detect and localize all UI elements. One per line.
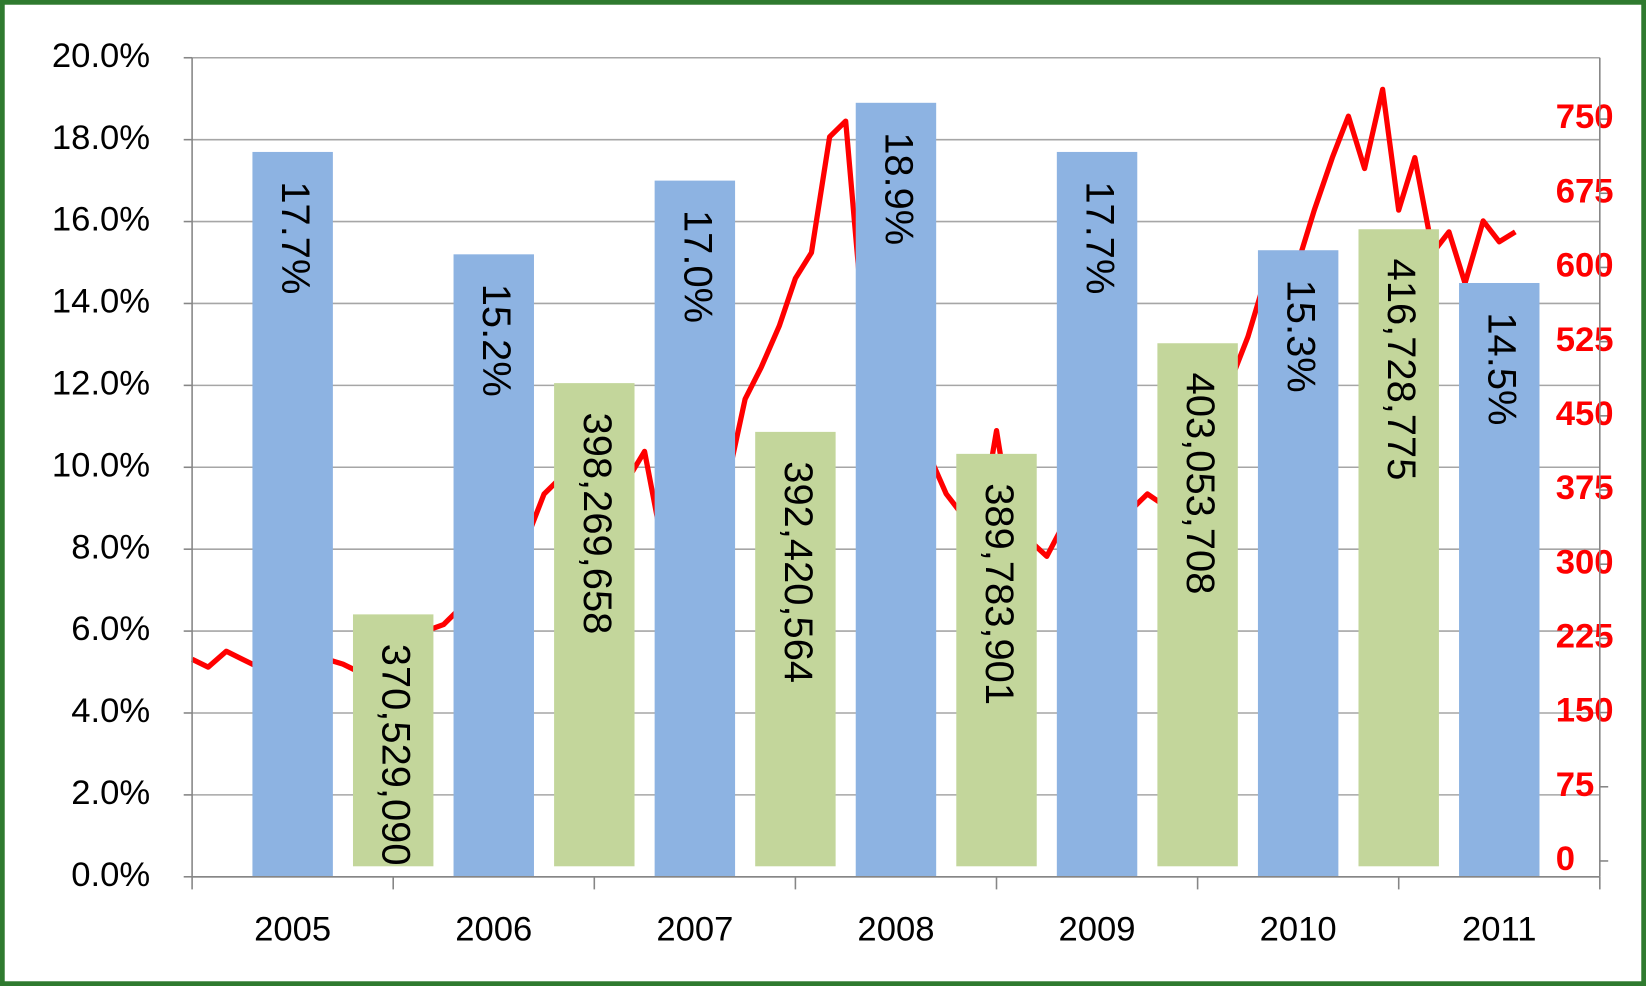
bar — [855, 102, 937, 877]
x-tick-label: 2011 — [1462, 911, 1536, 949]
data-label: 416,728,775 — [1379, 259, 1423, 481]
data-label: 14.5% — [1480, 312, 1524, 425]
y-tick-label: 12.0% — [52, 365, 150, 403]
y-tick-label: 6.0% — [71, 610, 150, 648]
x-tick-label: 2005 — [254, 911, 331, 949]
bar — [1459, 282, 1540, 877]
y-tick-label: 10.0% — [52, 446, 150, 484]
y-tick-label: 0.0% — [71, 856, 150, 894]
bar — [956, 453, 1037, 867]
y-tick-label: 4.0% — [71, 692, 150, 730]
bar — [554, 383, 635, 867]
y2-tick-label: 0 — [1556, 840, 1575, 878]
y-tick-label: 18.0% — [52, 119, 150, 157]
y-tick-label: 20.0% — [52, 37, 150, 75]
y2-tick-label: 150 — [1556, 692, 1614, 730]
bar-layer — [252, 102, 1540, 877]
data-label: 17.0% — [675, 210, 719, 323]
label-layer: 17.7% 15.2% 17.0% 18.9% 17.7% 15.3% 14.5% 370,5… — [273, 132, 1524, 865]
data-label: 17.7% — [1078, 181, 1122, 294]
y-tick-label: 16.0% — [52, 201, 150, 239]
data-label: 370,529,090 — [374, 644, 418, 866]
x-tick-label: 2007 — [656, 911, 733, 949]
x-tick-label: 2010 — [1260, 911, 1337, 949]
data-label: 17.7% — [273, 181, 317, 294]
y-tick-label: 2.0% — [71, 774, 150, 812]
x-tick-label: 2006 — [455, 911, 532, 949]
y-tick-label: 14.0% — [52, 283, 150, 321]
bar — [654, 180, 736, 877]
y-tick-label: 8.0% — [71, 528, 150, 566]
y2-tick-label: 750 — [1556, 98, 1614, 136]
data-label: 18.9% — [876, 132, 920, 245]
data-label: 15.3% — [1279, 280, 1323, 393]
bar — [453, 254, 534, 877]
y2-tick-label: 375 — [1556, 469, 1614, 507]
bar — [1157, 343, 1238, 867]
data-label: 403,053,708 — [1178, 373, 1222, 595]
bar — [352, 614, 434, 867]
x-tick-label: 2008 — [857, 911, 934, 949]
y2-tick-label: 675 — [1556, 172, 1614, 210]
y2-tick-label: 600 — [1556, 247, 1614, 285]
y2-tick-label: 450 — [1556, 395, 1614, 433]
y2-tick-label: 300 — [1556, 543, 1614, 581]
bar — [1257, 250, 1339, 877]
bar — [1358, 229, 1439, 867]
data-label: 392,420,564 — [776, 461, 820, 683]
x-tick-label: 2009 — [1059, 911, 1136, 949]
data-label: 389,783,901 — [977, 483, 1021, 705]
axes: 0.0% 2.0% 4.0% 6.0% 8.0% 10.0% 12.0% 14.0% 16.0%… — [52, 37, 1614, 949]
bar — [252, 151, 333, 877]
data-label: 398,269,658 — [575, 413, 619, 635]
y2-tick-label: 75 — [1556, 766, 1595, 804]
data-label: 15.2% — [474, 284, 518, 397]
bar — [755, 431, 836, 867]
y2-tick-label: 525 — [1556, 321, 1614, 359]
y2-tick-label: 225 — [1556, 618, 1614, 656]
bar — [1056, 151, 1138, 877]
